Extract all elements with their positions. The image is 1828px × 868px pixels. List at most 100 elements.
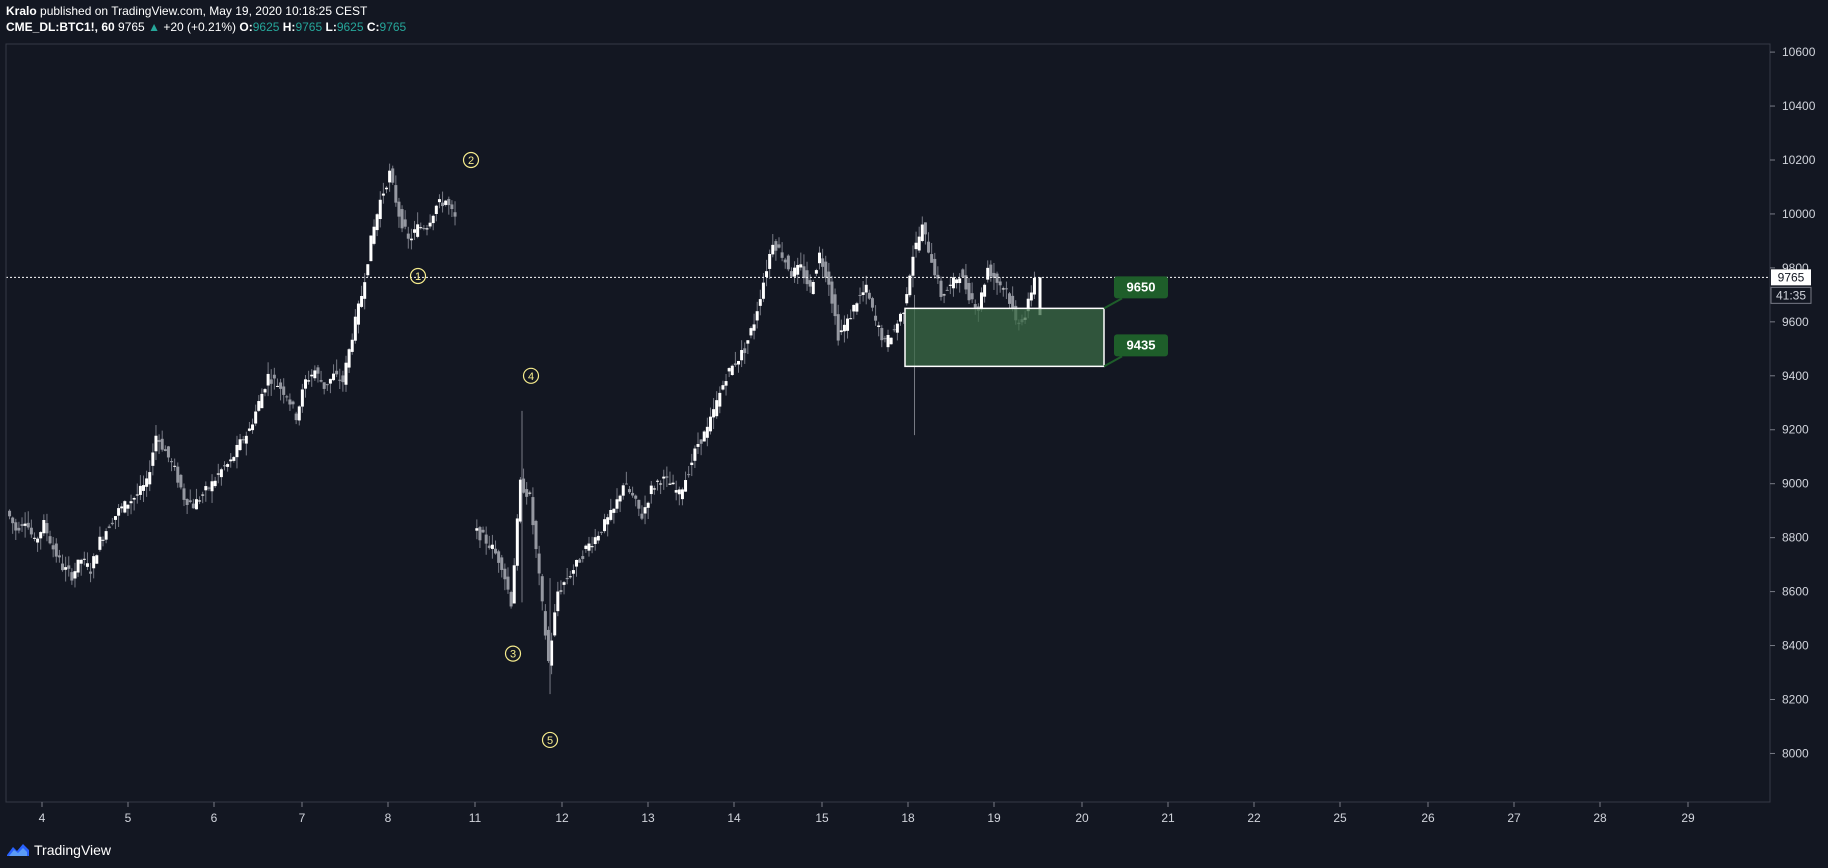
candle-body — [634, 495, 638, 499]
candle-body — [450, 204, 454, 210]
candle-body — [17, 527, 21, 531]
candle-body — [409, 238, 413, 241]
author-name[interactable]: Kralo — [6, 4, 37, 18]
candle-body — [347, 349, 351, 368]
candle-body — [537, 553, 541, 574]
up-arrow-icon: ▲ — [148, 20, 160, 34]
candle-body — [606, 517, 610, 525]
candle-body — [425, 228, 429, 230]
candle-body — [325, 384, 329, 386]
zone-bottom-label-pointer — [1103, 355, 1123, 368]
candle-body — [824, 261, 828, 278]
tradingview-logo-icon — [7, 844, 29, 856]
candle-body — [369, 235, 373, 262]
candle-body — [297, 406, 301, 421]
candle-body — [406, 233, 410, 239]
countdown-tag — [1770, 286, 1812, 304]
candle-body — [1032, 277, 1036, 295]
candle-body — [646, 502, 650, 508]
candle-body — [447, 198, 451, 206]
candle-body — [322, 382, 326, 389]
candle-body — [341, 375, 345, 383]
candle-body — [752, 324, 756, 331]
candle-body — [652, 488, 656, 490]
candle-body — [45, 523, 49, 534]
candle-body — [360, 295, 364, 307]
candle-body — [839, 330, 843, 333]
candle-body — [883, 338, 887, 340]
candle-body — [182, 488, 186, 500]
candle-body — [163, 449, 167, 452]
candle-body — [95, 555, 99, 564]
candle-body — [715, 400, 719, 417]
candle-body — [403, 219, 407, 227]
candle-body — [350, 339, 354, 352]
candle-body — [590, 546, 594, 548]
zone-top-label-box[interactable] — [1114, 276, 1168, 299]
candle-body — [684, 480, 688, 492]
footer-brand[interactable]: TradingView — [34, 842, 112, 858]
candle-body — [836, 314, 840, 341]
candle-body — [441, 202, 445, 207]
candle-body — [198, 500, 202, 502]
candle-body — [173, 465, 177, 467]
candle-body — [733, 363, 737, 366]
zone-bottom-label-box[interactable] — [1114, 334, 1168, 357]
candle-body — [272, 374, 276, 379]
y-tick-label: 10000 — [1782, 207, 1816, 221]
wave-label-1: 1 — [415, 271, 421, 283]
wave-label-4-circle — [522, 367, 540, 384]
candle-body — [817, 252, 821, 264]
candle-body — [151, 452, 155, 466]
zone-top-label: 9650 — [1127, 279, 1156, 294]
low-value: 9625 — [336, 20, 364, 34]
candle-body — [659, 483, 663, 485]
candle-body — [584, 545, 588, 549]
candle-body — [656, 480, 660, 482]
candle-body — [42, 520, 46, 534]
candle-body — [522, 478, 526, 493]
high-label: H: — [282, 20, 296, 34]
candle-body — [57, 555, 61, 558]
candle-body — [344, 362, 348, 385]
candle-body — [70, 572, 74, 581]
wave-label-5-circle — [541, 731, 559, 749]
candle-body — [627, 489, 631, 493]
support-zone[interactable] — [904, 307, 1105, 368]
candle-body — [328, 378, 332, 384]
y-tick-label: 9200 — [1782, 423, 1809, 437]
candle-body — [497, 551, 501, 563]
symbol-title[interactable]: CME_DL:BTC1!, 60 — [6, 20, 115, 34]
candle-body — [11, 517, 15, 524]
symbol-line: CME_DL:BTC1!, 60 9765 ▲ +20 (+0.21%) O:9… — [6, 19, 406, 35]
y-tick-label: 9400 — [1782, 369, 1809, 383]
candle-body — [880, 328, 884, 341]
x-tick-label: 13 — [641, 811, 655, 825]
candle-body — [132, 498, 136, 500]
candle-body — [372, 226, 376, 244]
countdown-label: 41:35 — [1776, 288, 1806, 302]
published-text: published on TradingView.com, May 19, 20… — [40, 4, 368, 18]
candle-body — [148, 472, 152, 485]
candle-body — [67, 565, 71, 569]
candle-body — [749, 328, 753, 336]
candle-body — [36, 538, 40, 543]
candle-body — [905, 294, 909, 304]
candle-body — [808, 280, 812, 287]
candle-body — [494, 548, 498, 554]
candle-body — [755, 311, 759, 321]
candle-body — [599, 531, 603, 533]
candle-body — [543, 611, 547, 636]
candle-body — [257, 401, 261, 411]
candle-body — [92, 556, 96, 569]
y-tick-label: 10400 — [1782, 99, 1816, 113]
y-tick-label: 10600 — [1782, 45, 1816, 59]
candle-body — [107, 526, 111, 529]
candle-body — [1026, 298, 1030, 312]
candle-body — [846, 318, 850, 331]
wave-label-3: 3 — [510, 649, 516, 661]
candle-body — [637, 499, 641, 509]
candle-body — [603, 519, 607, 532]
x-tick-label: 15 — [815, 811, 829, 825]
